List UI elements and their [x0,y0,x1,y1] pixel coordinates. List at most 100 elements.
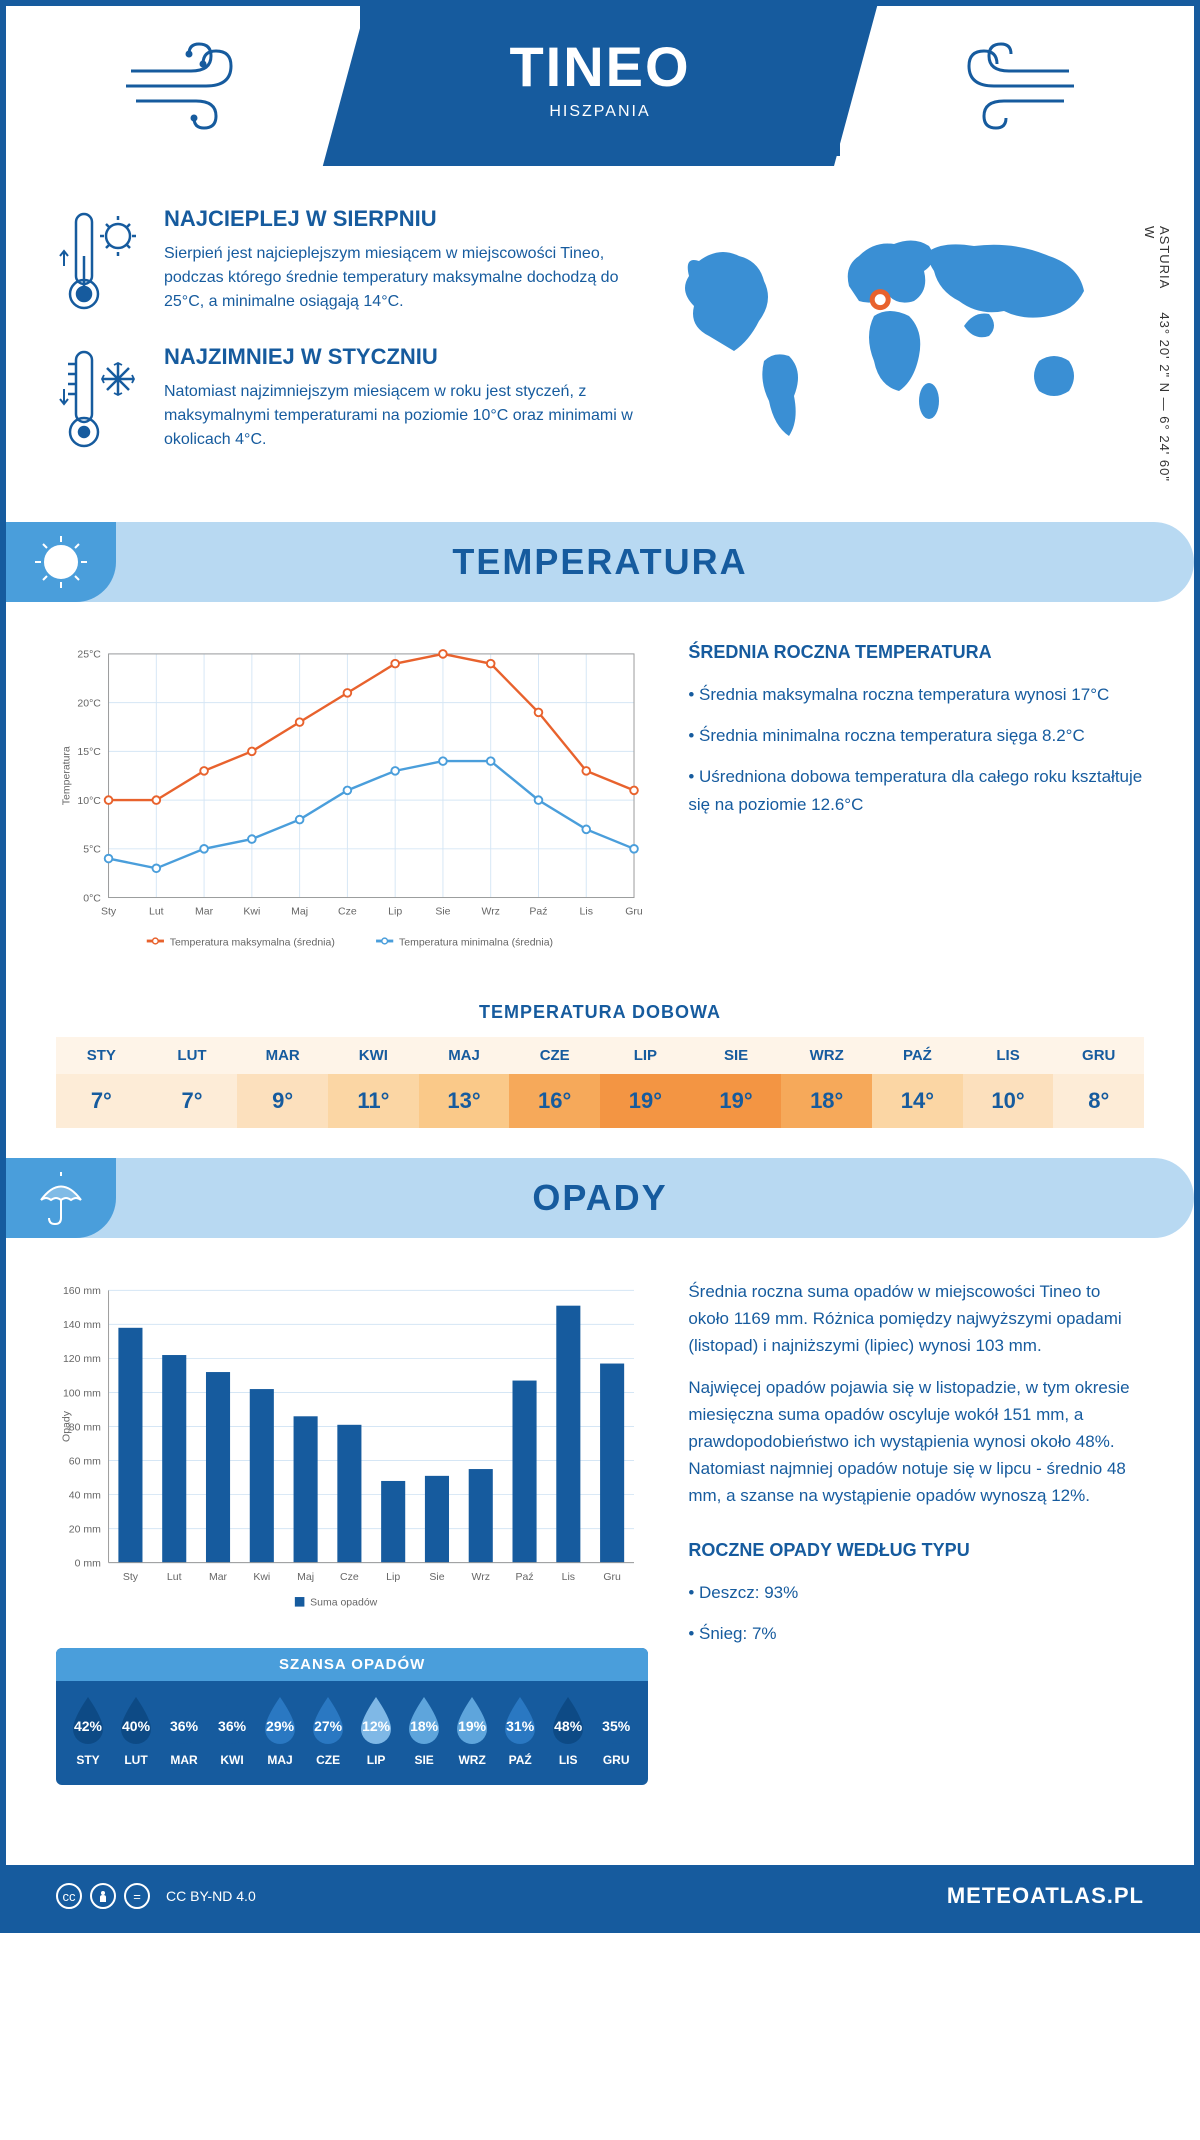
svg-text:Lip: Lip [386,1571,400,1583]
dobowa-value: 8° [1053,1074,1144,1128]
svg-text:Mar: Mar [195,906,214,918]
sun-icon [6,522,116,602]
rain-drop-month: WRZ [451,1753,493,1767]
svg-text:0 mm: 0 mm [75,1557,102,1569]
svg-text:60 mm: 60 mm [69,1455,101,1467]
footer-brand: METEOATLAS.PL [947,1883,1144,1909]
svg-text:Paź: Paź [529,906,547,918]
rain-drop-item: 36% KWI [211,1695,253,1767]
dobowa-month: LUT [147,1037,238,1074]
page-title: TINEO [360,6,840,99]
dobowa-cell: GRU 8° [1053,1037,1144,1128]
nd-icon: = [124,1883,150,1909]
svg-text:100 mm: 100 mm [63,1387,101,1399]
svg-text:Opady: Opady [60,1410,72,1442]
dobowa-value: 14° [872,1074,963,1128]
svg-text:Sty: Sty [101,906,117,918]
svg-text:160 mm: 160 mm [63,1285,101,1297]
svg-text:Temperatura: Temperatura [60,746,72,805]
svg-text:Lip: Lip [388,906,402,918]
rain-drop-value: 19% [458,1718,486,1734]
rain-drop-value: 40% [122,1718,150,1734]
dobowa-cell: WRZ 18° [781,1037,872,1128]
dobowa-table: STY 7° LUT 7° MAR 9° KWI 11° MAJ 13° CZE… [56,1037,1144,1128]
svg-text:120 mm: 120 mm [63,1353,101,1365]
region-label: ASTURIA [1157,226,1172,289]
rain-drop-item: 42% STY [67,1695,109,1767]
dobowa-month: SIE [691,1037,782,1074]
cold-info: NAJZIMNIEJ W STYCZNIU Natomiast najzimni… [56,344,634,454]
svg-text:Paź: Paź [515,1571,533,1583]
rain-drop-value: 36% [218,1718,246,1734]
footer: cc = CC BY-ND 4.0 METEOATLAS.PL [6,1865,1194,1927]
cold-text: Natomiast najzimniejszym miesiącem w rok… [164,380,634,452]
dobowa-cell: LUT 7° [147,1037,238,1128]
rain-drop-month: CZE [307,1753,349,1767]
svg-text:10°C: 10°C [77,795,101,807]
rain-drop-month: STY [67,1753,109,1767]
svg-text:15°C: 15°C [77,746,101,758]
precip-type-0: • Deszcz: 93% [688,1579,1144,1606]
svg-text:Sie: Sie [435,906,450,918]
svg-text:40 mm: 40 mm [69,1489,101,1501]
dobowa-cell: LIS 10° [963,1037,1054,1128]
rain-drop-month: GRU [595,1753,637,1767]
dobowa-month: LIP [600,1037,691,1074]
svg-text:Gru: Gru [603,1571,621,1583]
precipitation-bar-chart: 0 mm20 mm40 mm60 mm80 mm100 mm120 mm140 … [56,1268,648,1628]
svg-text:25°C: 25°C [77,649,101,661]
rain-drop-month: PAŹ [499,1753,541,1767]
dobowa-value: 13° [419,1074,510,1128]
svg-text:Sty: Sty [123,1571,139,1583]
dobowa-value: 16° [509,1074,600,1128]
page-subtitle: HISZPANIA [360,103,840,121]
svg-text:Mar: Mar [209,1571,228,1583]
dobowa-title: TEMPERATURA DOBOWA [56,1002,1144,1023]
svg-text:Maj: Maj [291,906,308,918]
svg-text:Lut: Lut [167,1571,182,1583]
temperature-section-header: TEMPERATURA [6,522,1194,602]
precip-para2: Najwięcej opadów pojawia się w listopadz… [688,1374,1144,1510]
world-map: ASTURIA 43° 20' 2" N — 6° 24' 60" W [664,206,1144,482]
dobowa-value: 11° [328,1074,419,1128]
svg-text:20°C: 20°C [77,697,101,709]
svg-text:Sie: Sie [429,1571,444,1583]
hot-text: Sierpień jest najcieplejszym miesiącem w… [164,242,634,314]
svg-text:20 mm: 20 mm [69,1523,101,1535]
rain-drop-value: 18% [410,1718,438,1734]
thermometer-snow-icon [56,344,146,454]
rain-drop-item: 36% MAR [163,1695,205,1767]
dobowa-month: GRU [1053,1037,1144,1074]
temp-bullet-0: • Średnia maksymalna roczna temperatura … [688,681,1144,708]
rain-drop-month: KWI [211,1753,253,1767]
temp-info-title: ŚREDNIA ROCZNA TEMPERATURA [688,642,1144,663]
rain-drop-value: 36% [170,1718,198,1734]
rain-drop-item: 18% SIE [403,1695,445,1767]
dobowa-cell: LIP 19° [600,1037,691,1128]
svg-text:Lut: Lut [149,906,164,918]
dobowa-value: 19° [600,1074,691,1128]
svg-text:Cze: Cze [340,1571,359,1583]
by-icon [90,1883,116,1909]
dobowa-value: 7° [56,1074,147,1128]
rain-drop-month: MAR [163,1753,205,1767]
rain-drop-month: LIP [355,1753,397,1767]
dobowa-value: 10° [963,1074,1054,1128]
svg-text:Kwi: Kwi [253,1571,270,1583]
rain-drop-value: 27% [314,1718,342,1734]
precipitation-section-header: OPADY [6,1158,1194,1238]
dobowa-month: CZE [509,1037,600,1074]
license-text: CC BY-ND 4.0 [166,1888,256,1904]
title-banner: TINEO HISZPANIA [360,6,840,156]
rain-drop-item: 12% LIP [355,1695,397,1767]
dobowa-month: KWI [328,1037,419,1074]
dobowa-month: PAŹ [872,1037,963,1074]
rain-drop-item: 40% LUT [115,1695,157,1767]
svg-text:Wrz: Wrz [481,906,499,918]
rain-drop-value: 35% [602,1718,630,1734]
dobowa-month: LIS [963,1037,1054,1074]
rain-drop-item: 19% WRZ [451,1695,493,1767]
dobowa-month: MAR [237,1037,328,1074]
header: TINEO HISZPANIA [6,6,1194,166]
dobowa-cell: PAŹ 14° [872,1037,963,1128]
